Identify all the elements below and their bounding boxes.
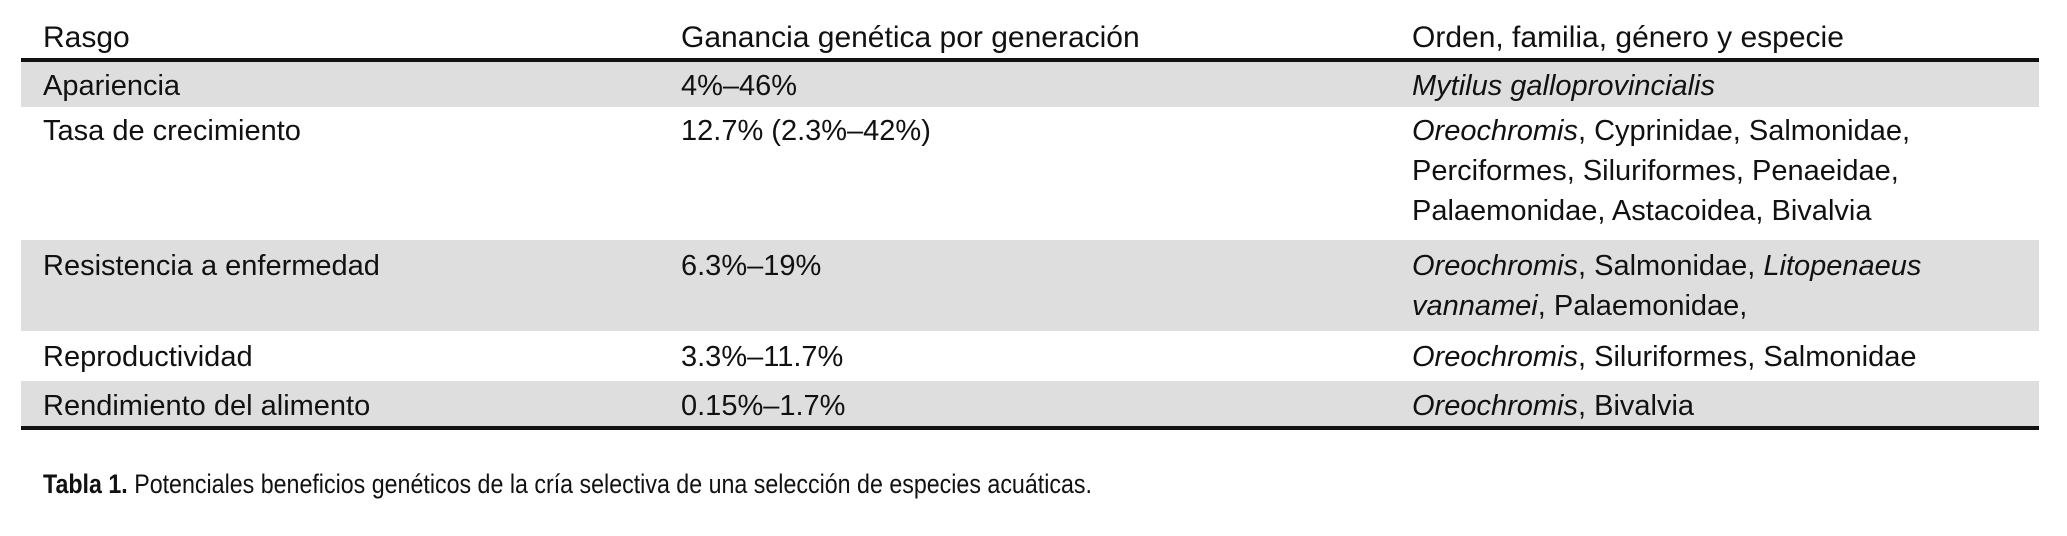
table-row: Apariencia 4%–46% Mytilus galloprovincia… bbox=[21, 62, 2039, 107]
trait-cell: Rendimiento del alimento bbox=[43, 390, 371, 422]
header-taxa: Orden, familia, género y especie bbox=[1412, 21, 1844, 54]
table-row: Resistencia a enfermedad 6.3%–19% Oreoch… bbox=[21, 240, 2039, 331]
species-cell: Oreochromis, Cyprinidae, Salmonidae, Per… bbox=[1406, 111, 2039, 240]
gain-cell: 6.3%–19% bbox=[681, 250, 822, 282]
species-name-italic: Oreochromis bbox=[1412, 341, 1578, 373]
traits-table: Rasgo Ganancia genética por generación O… bbox=[21, 14, 2039, 430]
table-caption: Tabla 1. Potenciales beneficios genético… bbox=[43, 467, 1092, 501]
caption-text: Potenciales beneficios genéticos de la c… bbox=[127, 469, 1092, 499]
trait-cell: Tasa de crecimiento bbox=[43, 115, 301, 147]
gain-cell: 0.15%–1.7% bbox=[681, 390, 846, 422]
trait-cell: Resistencia a enfermedad bbox=[43, 250, 380, 282]
caption-label: Tabla 1. bbox=[43, 469, 128, 499]
gain-cell: 3.3%–11.7% bbox=[681, 341, 844, 373]
species-name-text: , Cyprinidae, Salmonidae, Perciformes, S… bbox=[1412, 115, 1911, 227]
header-trait: Rasgo bbox=[43, 21, 130, 54]
header-genetic-gain: Ganancia genética por generación bbox=[681, 21, 1140, 54]
species-cell: Oreochromis, Bivalvia bbox=[1406, 386, 2039, 426]
species-name-text: , Bivalvia bbox=[1578, 390, 1695, 422]
gain-cell: 4%–46% bbox=[681, 70, 798, 102]
gain-cell: 12.7% (2.3%–42%) bbox=[681, 115, 931, 147]
table-header-row: Rasgo Ganancia genética por generación O… bbox=[21, 14, 2039, 62]
species-name-italic: Oreochromis bbox=[1412, 390, 1578, 422]
table-row: Tasa de crecimiento 12.7% (2.3%–42%) Ore… bbox=[21, 107, 2039, 240]
species-name-italic: Oreochromis bbox=[1412, 115, 1578, 147]
species-cell: Oreochromis, Salmonidae, Litopenaeus van… bbox=[1406, 246, 2039, 331]
species-cell: Mytilus galloprovincialis bbox=[1406, 66, 2039, 107]
species-name-text: , Siluriformes, Salmonidae bbox=[1578, 341, 1917, 373]
species-name-text: , Palaemonidae, bbox=[1537, 290, 1748, 322]
table-row: Rendimiento del alimento 0.15%–1.7% Oreo… bbox=[21, 381, 2039, 430]
species-cell: Oreochromis, Siluriformes, Salmonidae bbox=[1406, 337, 2039, 381]
species-name-italic: Oreochromis bbox=[1412, 250, 1578, 282]
table-row: Reproductividad 3.3%–11.7% Oreochromis, … bbox=[21, 331, 2039, 381]
trait-cell: Apariencia bbox=[43, 70, 181, 102]
species-name-italic: Mytilus galloprovincialis bbox=[1412, 70, 1715, 102]
species-name-text: , Salmonidae, bbox=[1578, 250, 1764, 282]
trait-cell: Reproductividad bbox=[43, 341, 253, 373]
species-name-italic: Litopenaeus vannamei bbox=[1412, 250, 1922, 322]
